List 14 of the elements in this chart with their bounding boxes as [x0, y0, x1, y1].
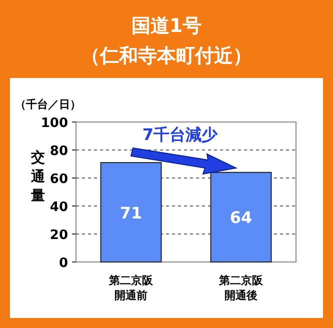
data-label: 64 — [230, 208, 252, 228]
y-tick-label: 20 — [50, 228, 68, 243]
y-axis-title: 交通量 — [30, 149, 46, 204]
data-label: 71 — [120, 203, 142, 222]
y-tick-label: 0 — [58, 256, 68, 271]
annotation: 7千台減少 — [142, 125, 219, 144]
y-tick-label: 100 — [40, 116, 68, 131]
y-tick-label: 80 — [50, 144, 68, 159]
y-tick-label: 40 — [50, 200, 68, 215]
y-tick-label: 60 — [50, 172, 68, 187]
chart-title: 国道1号（仁和寺本町付近） — [81, 15, 252, 67]
x-tick-label: 第二京阪開通前 — [108, 274, 154, 302]
text: （千台／日） — [15, 98, 81, 111]
x-tick-label: 第二京阪開通後 — [218, 274, 264, 302]
